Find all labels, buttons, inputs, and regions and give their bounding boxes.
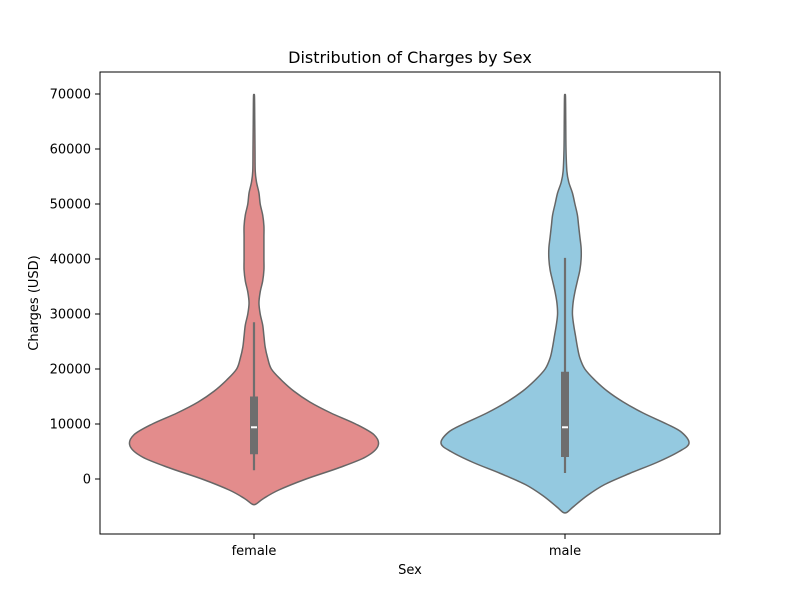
- y-tick-label: 40000: [50, 253, 91, 268]
- y-tick-label: 30000: [50, 308, 91, 323]
- x-tick-label-female: female: [232, 544, 277, 559]
- plot-frame: [99, 71, 721, 535]
- y-tick-label: 20000: [50, 363, 91, 378]
- y-axis: 0 10000 20000 30000 40000 50000 60000 70000: [50, 88, 100, 488]
- y-tick-label: 50000: [50, 198, 91, 213]
- y-tick-label: 0: [83, 473, 91, 488]
- plot-area: [128, 93, 690, 514]
- y-axis-label: Charges (USD): [27, 255, 42, 350]
- violin-female: [128, 93, 380, 506]
- y-tick-label: 70000: [50, 88, 91, 103]
- y-tick-label: 10000: [50, 418, 91, 433]
- x-axis: female male: [232, 534, 581, 559]
- y-tick-label: 60000: [50, 143, 91, 158]
- iqr-box-male: [561, 371, 569, 457]
- x-axis-label: Sex: [398, 563, 422, 578]
- x-tick-label-male: male: [549, 544, 581, 559]
- iqr-box-female: [250, 396, 258, 455]
- chart-title: Distribution of Charges by Sex: [288, 48, 532, 67]
